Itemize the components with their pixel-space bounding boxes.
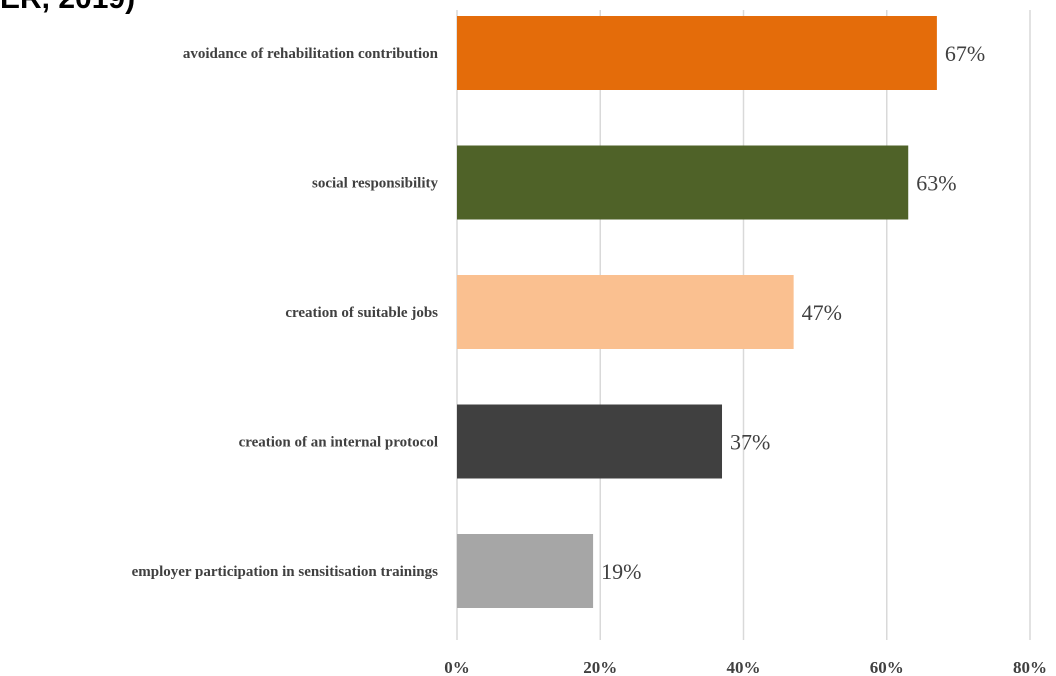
category-label: creation of an internal protocol (239, 435, 438, 451)
x-tick-label: 40% (727, 658, 761, 676)
bar (457, 534, 594, 608)
category-label: avoidance of rehabilitation contribution (183, 46, 439, 62)
category-label: creation of suitable jobs (285, 305, 438, 321)
labels: 0% 20% 40% 60% 80% avoidance of rehabilitatio… (132, 41, 1047, 676)
x-tick-label: 0% (444, 658, 470, 676)
value-label: 63% (916, 171, 956, 196)
value-label: 37% (730, 430, 770, 455)
chart-title-fragment: ER, 2019) (0, 0, 135, 14)
value-label: 67% (945, 41, 985, 66)
value-label: 19% (601, 559, 641, 584)
value-label: 47% (802, 300, 842, 325)
bars (457, 16, 937, 608)
category-label: employer participation in sensitisation … (132, 564, 439, 580)
x-tick-label: 20% (583, 658, 617, 676)
bar (457, 16, 937, 90)
category-label: social responsibility (312, 176, 438, 192)
bar (457, 404, 723, 479)
x-tick-label: 60% (870, 658, 904, 676)
bar (457, 145, 909, 220)
x-tick-label: 80% (1013, 658, 1047, 676)
bar (457, 275, 794, 349)
